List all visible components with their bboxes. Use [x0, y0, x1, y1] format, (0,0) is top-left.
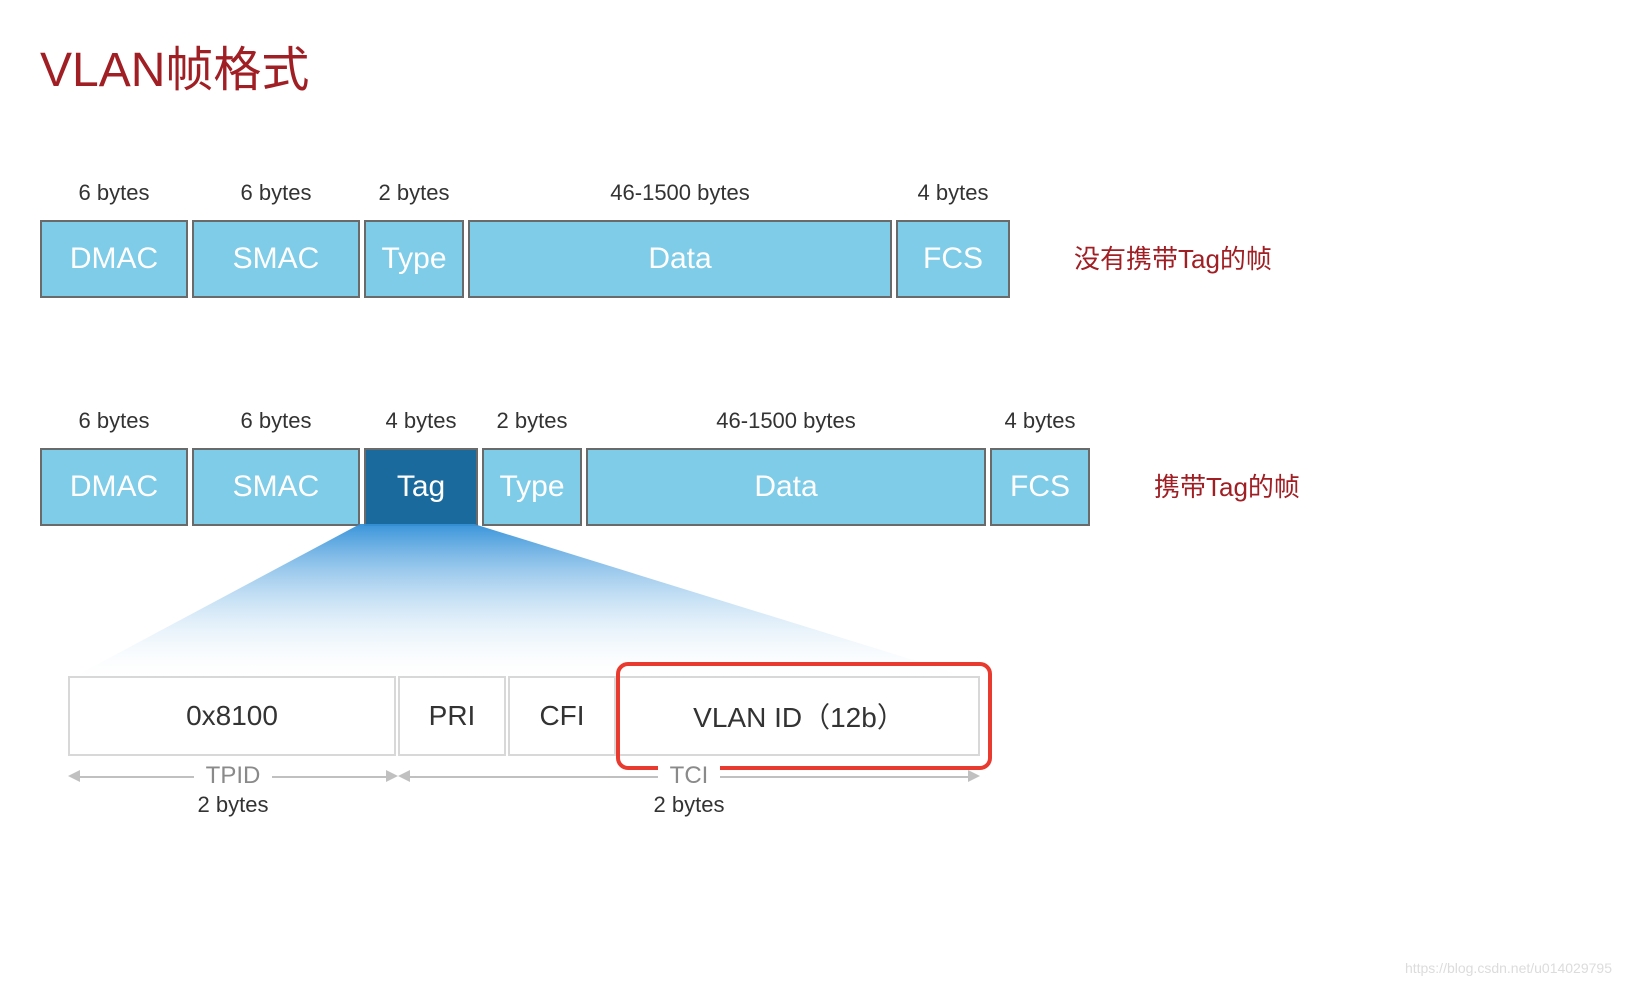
tagged-frame-row: 6 bytes DMAC 6 bytes SMAC 4 bytes Tag 2 bytes T…: [40, 408, 1592, 526]
field-bytes-label: 4 bytes: [1005, 408, 1076, 434]
field-box: SMAC: [192, 448, 360, 526]
page-title: VLAN帧格式: [40, 30, 1592, 100]
field-bytes-label: 46-1500 bytes: [716, 408, 855, 434]
bracket-tci: TCI2 bytes: [398, 764, 980, 818]
detail-field-0x8100: 0x8100: [68, 676, 396, 756]
field-fcs: 4 bytes FCS: [896, 180, 1010, 298]
field-box: FCS: [990, 448, 1090, 526]
field-bytes-label: 6 bytes: [79, 408, 150, 434]
frame-side-label: 没有携带Tag的帧: [1074, 239, 1272, 276]
field-bytes-label: 2 bytes: [497, 408, 568, 434]
bracket-sublabel: 2 bytes: [198, 792, 269, 818]
field-box: Type: [482, 448, 582, 526]
field-fcs: 4 bytes FCS: [990, 408, 1090, 526]
field-data: 46-1500 bytes Data: [468, 180, 892, 298]
detail-field-vlanid12b: VLAN ID（12b）: [618, 676, 980, 756]
field-dmac: 6 bytes DMAC: [40, 180, 188, 298]
untagged-frame-section: 6 bytesDMAC6 bytesSMAC2 bytesType46-1500…: [40, 180, 1592, 298]
field-box: Data: [586, 448, 986, 526]
field-box: FCS: [896, 220, 1010, 298]
tagged-frame-section: 6 bytesDMAC6 bytesSMAC4 bytesTag2 bytesT…: [40, 408, 1592, 818]
field-bytes-label: 6 bytes: [79, 180, 150, 206]
bracket-label: TPID: [194, 762, 273, 790]
field-smac: 6 bytes SMAC: [192, 408, 360, 526]
expand-zoom-triangle: [48, 524, 998, 680]
field-type: 2 bytes Type: [482, 408, 582, 526]
tag-detail-section: 0x8100PRICFIVLAN ID（12b） TPID2 bytesTCI2…: [68, 676, 1592, 818]
field-bytes-label: 2 bytes: [379, 180, 450, 206]
bracket-tpid: TPID2 bytes: [68, 764, 398, 818]
detail-field-cfi: CFI: [508, 676, 616, 756]
field-box: Tag: [364, 448, 478, 526]
field-data: 46-1500 bytes Data: [586, 408, 986, 526]
field-box: Data: [468, 220, 892, 298]
field-box: DMAC: [40, 220, 188, 298]
bracket-row: TPID2 bytesTCI2 bytes: [68, 764, 1592, 818]
field-tag: 4 bytes Tag: [364, 408, 478, 526]
bracket-sublabel: 2 bytes: [654, 792, 725, 818]
bracket-label: TCI: [658, 762, 721, 790]
field-bytes-label: 46-1500 bytes: [610, 180, 749, 206]
field-bytes-label: 4 bytes: [386, 408, 457, 434]
watermark-text: https://blog.csdn.net/u014029795: [1405, 960, 1612, 976]
field-dmac: 6 bytes DMAC: [40, 408, 188, 526]
field-box: DMAC: [40, 448, 188, 526]
field-smac: 6 bytes SMAC: [192, 180, 360, 298]
detail-field-pri: PRI: [398, 676, 506, 756]
field-type: 2 bytes Type: [364, 180, 464, 298]
frame-side-label: 携带Tag的帧: [1154, 467, 1300, 504]
untagged-frame-row: 6 bytesDMAC6 bytesSMAC2 bytesType46-1500…: [40, 180, 1592, 298]
field-box: SMAC: [192, 220, 360, 298]
field-bytes-label: 4 bytes: [918, 180, 989, 206]
field-bytes-label: 6 bytes: [241, 180, 312, 206]
tag-detail-row: 0x8100PRICFIVLAN ID（12b）: [68, 676, 1592, 756]
field-box: Type: [364, 220, 464, 298]
field-bytes-label: 6 bytes: [241, 408, 312, 434]
